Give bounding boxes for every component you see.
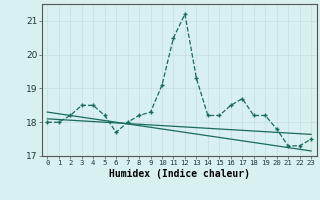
X-axis label: Humidex (Indice chaleur): Humidex (Indice chaleur) (109, 169, 250, 179)
